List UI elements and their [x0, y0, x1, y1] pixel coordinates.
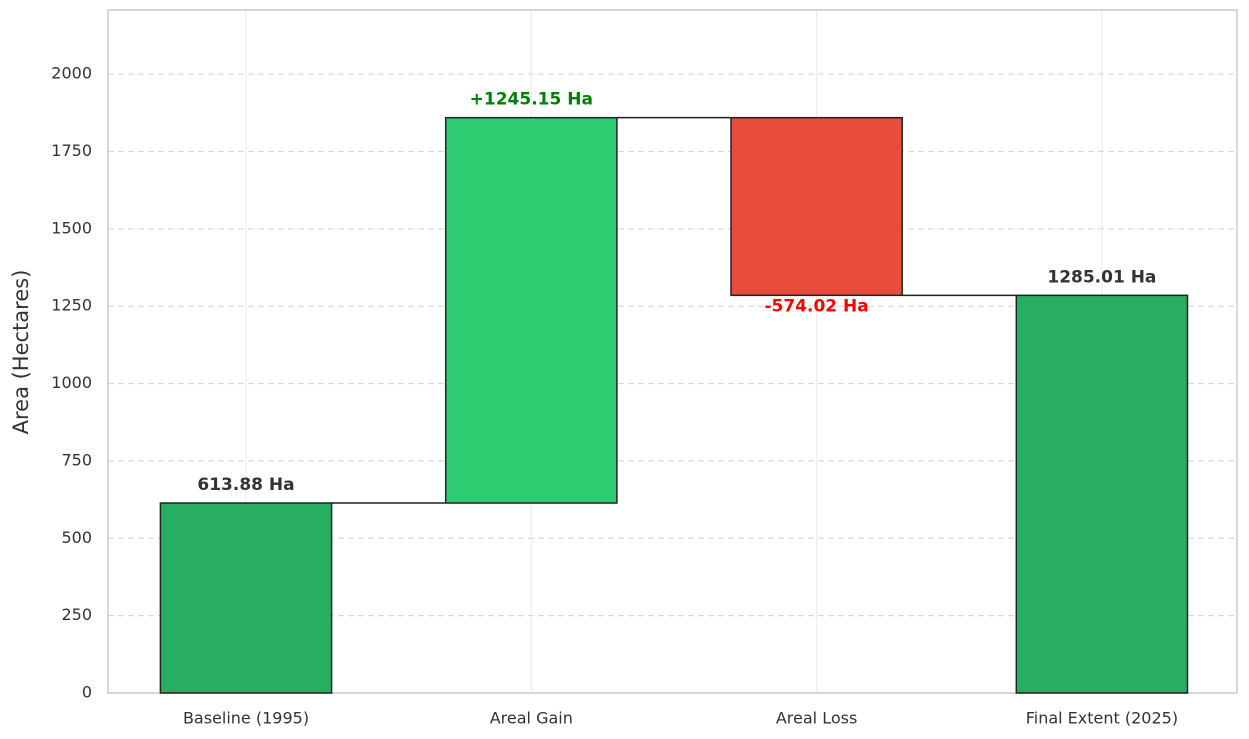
bar	[159, 502, 333, 694]
plot-border	[107, 9, 1238, 694]
value-label: +1245.15 Ha	[470, 90, 593, 110]
x-tick-label: Areal Gain	[490, 709, 573, 728]
y-tick-label: 2000	[51, 64, 92, 83]
y-tick-label: 500	[61, 528, 92, 547]
x-tick-label: Final Extent (2025)	[1026, 709, 1178, 728]
y-tick-label: 1000	[51, 373, 92, 392]
y-tick-label: 1500	[51, 218, 92, 237]
x-tick-label: Baseline (1995)	[183, 709, 309, 728]
value-label: -574.02 Ha	[764, 296, 868, 316]
y-tick-label: 750	[61, 450, 92, 469]
bar	[730, 116, 903, 297]
y-tick-label: 0	[82, 683, 92, 702]
bar	[1015, 294, 1189, 694]
value-label: 613.88 Ha	[197, 475, 294, 495]
y-axis-label: Area (Hectares)	[9, 270, 33, 435]
y-tick-label: 250	[61, 605, 92, 624]
x-tick-label: Areal Loss	[776, 709, 857, 728]
y-tick-label: 1750	[51, 141, 92, 160]
y-tick-label: 1250	[51, 296, 92, 315]
bar	[444, 116, 618, 504]
value-label: 1285.01 Ha	[1047, 267, 1156, 287]
